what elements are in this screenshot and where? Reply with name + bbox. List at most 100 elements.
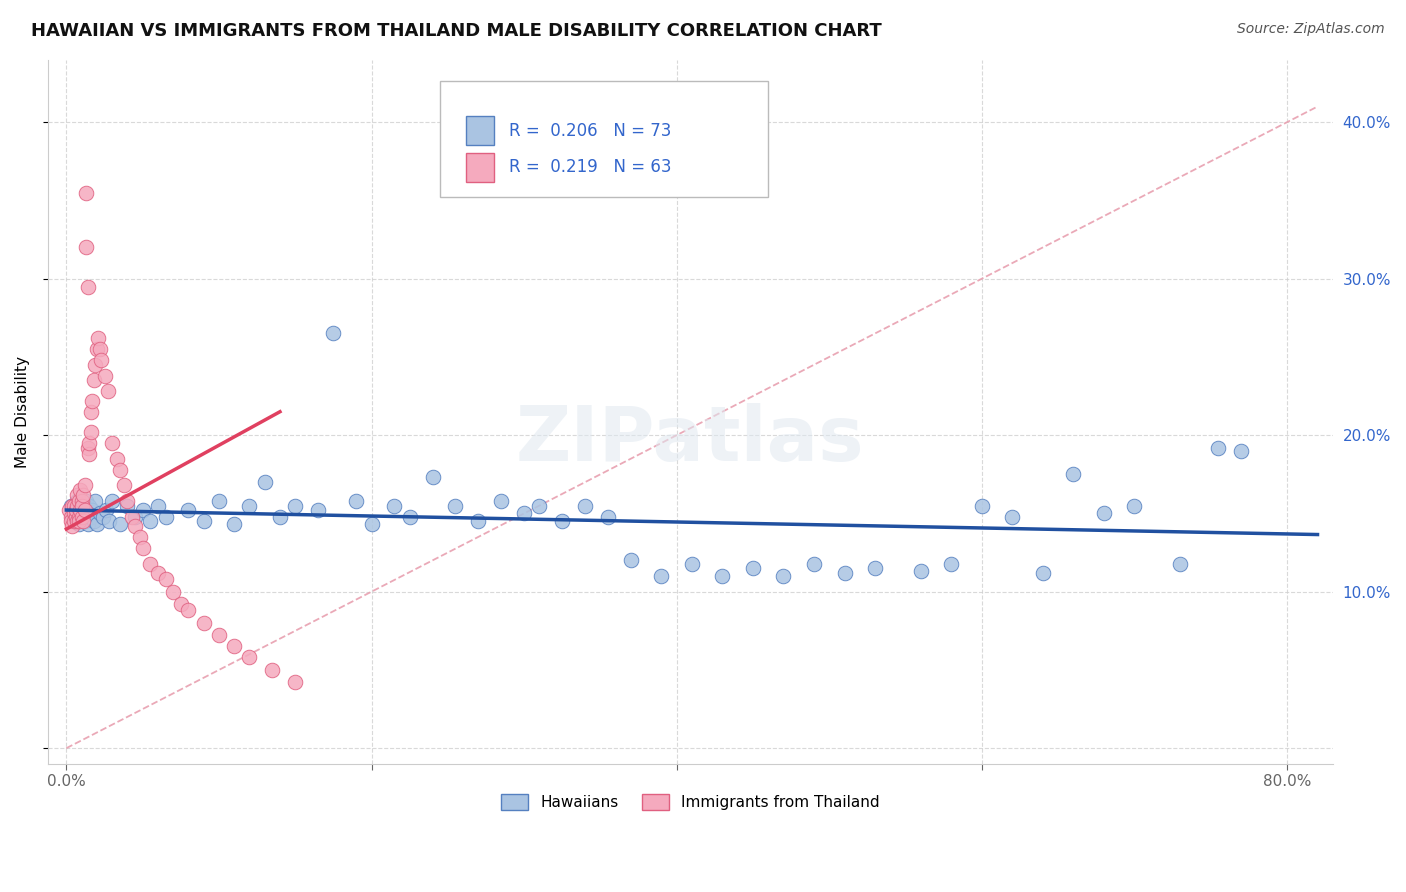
Point bbox=[69, 483, 91, 497]
Point bbox=[344, 494, 367, 508]
Point bbox=[63, 507, 86, 521]
Point bbox=[155, 509, 177, 524]
Point bbox=[97, 384, 120, 399]
Point bbox=[711, 569, 734, 583]
Point bbox=[62, 509, 84, 524]
Point bbox=[77, 447, 100, 461]
Point bbox=[66, 514, 89, 528]
Point bbox=[124, 509, 146, 524]
Point bbox=[108, 517, 131, 532]
Point bbox=[941, 557, 963, 571]
Point bbox=[73, 478, 96, 492]
Point bbox=[489, 494, 512, 508]
Point bbox=[75, 494, 97, 508]
Point bbox=[208, 628, 231, 642]
Point bbox=[117, 494, 139, 508]
Point bbox=[131, 503, 153, 517]
Point bbox=[650, 569, 672, 583]
Point bbox=[513, 507, 536, 521]
Point bbox=[65, 514, 87, 528]
Point bbox=[93, 368, 115, 383]
Point bbox=[574, 499, 596, 513]
Point bbox=[80, 425, 103, 439]
Point bbox=[422, 470, 444, 484]
Point bbox=[1062, 467, 1084, 482]
Point bbox=[75, 240, 97, 254]
Point bbox=[224, 640, 246, 654]
Point bbox=[83, 514, 105, 528]
Point bbox=[82, 503, 104, 517]
Point bbox=[117, 499, 139, 513]
Point bbox=[170, 597, 193, 611]
Point bbox=[105, 451, 128, 466]
Point bbox=[70, 499, 93, 513]
Point bbox=[76, 517, 98, 532]
Point bbox=[177, 503, 200, 517]
Point bbox=[101, 494, 124, 508]
Point bbox=[70, 509, 93, 524]
Point bbox=[529, 499, 551, 513]
Point bbox=[1092, 507, 1115, 521]
Point bbox=[596, 509, 619, 524]
Point bbox=[94, 503, 117, 517]
Point bbox=[128, 530, 150, 544]
Point bbox=[72, 488, 94, 502]
Point bbox=[970, 499, 993, 513]
Point bbox=[177, 603, 200, 617]
FancyBboxPatch shape bbox=[465, 153, 494, 182]
Point bbox=[262, 663, 284, 677]
Point bbox=[86, 342, 108, 356]
Point bbox=[108, 462, 131, 476]
Point bbox=[67, 514, 90, 528]
Point bbox=[253, 475, 276, 490]
Point bbox=[162, 584, 184, 599]
Point bbox=[66, 488, 89, 502]
Point bbox=[62, 519, 84, 533]
Point bbox=[65, 509, 87, 524]
Point bbox=[70, 494, 93, 508]
Point bbox=[90, 353, 112, 368]
Point bbox=[1032, 566, 1054, 580]
Point bbox=[1230, 443, 1253, 458]
Point bbox=[58, 503, 80, 517]
Point bbox=[307, 503, 329, 517]
Point bbox=[59, 499, 82, 513]
Point bbox=[101, 436, 124, 450]
Text: Source: ZipAtlas.com: Source: ZipAtlas.com bbox=[1237, 22, 1385, 37]
Legend: Hawaiians, Immigrants from Thailand: Hawaiians, Immigrants from Thailand bbox=[495, 788, 886, 816]
Point bbox=[83, 373, 105, 387]
Point bbox=[238, 650, 260, 665]
Point bbox=[551, 514, 574, 528]
Point bbox=[77, 436, 100, 450]
Point bbox=[208, 494, 231, 508]
Point bbox=[742, 561, 765, 575]
Point bbox=[193, 615, 215, 630]
Point bbox=[73, 503, 96, 517]
Point bbox=[910, 565, 932, 579]
Point bbox=[284, 675, 307, 690]
Point bbox=[67, 517, 90, 532]
Point bbox=[112, 478, 135, 492]
Point bbox=[772, 569, 794, 583]
Point bbox=[62, 499, 84, 513]
Point bbox=[67, 509, 90, 524]
Point bbox=[681, 557, 703, 571]
Point bbox=[63, 503, 86, 517]
Point bbox=[193, 514, 215, 528]
Point bbox=[269, 509, 291, 524]
Point bbox=[70, 509, 93, 524]
Point bbox=[146, 566, 169, 580]
Point bbox=[89, 507, 111, 521]
Point bbox=[87, 331, 110, 345]
Point bbox=[155, 572, 177, 586]
Point bbox=[146, 499, 169, 513]
Point bbox=[238, 499, 260, 513]
Point bbox=[67, 494, 90, 508]
Point bbox=[75, 186, 97, 200]
Point bbox=[224, 517, 246, 532]
Point bbox=[1208, 441, 1230, 455]
Point bbox=[444, 499, 467, 513]
Point bbox=[131, 541, 153, 555]
Point bbox=[76, 441, 98, 455]
Point bbox=[82, 393, 104, 408]
